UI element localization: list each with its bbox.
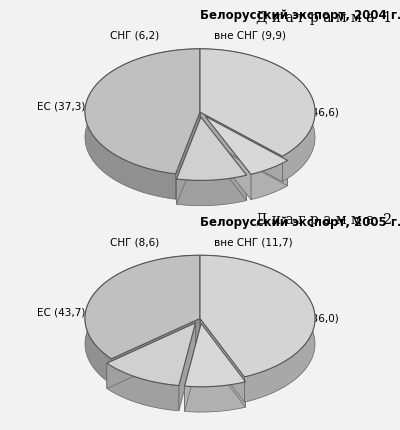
Polygon shape xyxy=(205,116,288,174)
Text: вне СНГ (9,9): вне СНГ (9,9) xyxy=(214,31,286,41)
Polygon shape xyxy=(85,255,200,384)
Polygon shape xyxy=(200,255,315,402)
Polygon shape xyxy=(184,382,246,412)
Text: Белорусский экспорт, 2004 г., %: Белорусский экспорт, 2004 г., % xyxy=(200,9,400,22)
Polygon shape xyxy=(200,49,315,156)
Text: СНГ (8,6): СНГ (8,6) xyxy=(110,237,160,247)
Polygon shape xyxy=(200,112,282,181)
Text: ЕС (37,3): ЕС (37,3) xyxy=(37,101,85,111)
Polygon shape xyxy=(251,160,288,200)
Polygon shape xyxy=(111,319,200,384)
Text: Д и а г р а м м а  2: Д и а г р а м м а 2 xyxy=(256,213,392,227)
Polygon shape xyxy=(200,319,244,402)
Polygon shape xyxy=(176,175,246,206)
Text: Россия (36,0): Россия (36,0) xyxy=(267,313,338,323)
Polygon shape xyxy=(85,49,200,174)
Polygon shape xyxy=(184,323,201,412)
Polygon shape xyxy=(85,255,200,359)
Text: вне СНГ (11,7): вне СНГ (11,7) xyxy=(214,237,292,247)
Text: Россия (46,6): Россия (46,6) xyxy=(267,107,338,117)
Polygon shape xyxy=(107,323,196,385)
Polygon shape xyxy=(107,363,179,411)
Polygon shape xyxy=(184,323,246,387)
Polygon shape xyxy=(201,323,246,407)
Polygon shape xyxy=(107,323,196,389)
Polygon shape xyxy=(205,116,288,186)
Polygon shape xyxy=(176,112,200,199)
Polygon shape xyxy=(200,49,315,181)
Polygon shape xyxy=(205,116,251,200)
Polygon shape xyxy=(176,117,201,204)
Text: Белорусский экспорт, 2005 г., %: Белорусский экспорт, 2005 г., % xyxy=(200,216,400,229)
Polygon shape xyxy=(176,117,246,180)
Polygon shape xyxy=(85,49,200,199)
Text: Д и а г р а м м а  1: Д и а г р а м м а 1 xyxy=(256,11,392,25)
Polygon shape xyxy=(200,255,315,377)
Text: ЕС (43,7): ЕС (43,7) xyxy=(37,308,85,318)
Polygon shape xyxy=(179,323,196,411)
Polygon shape xyxy=(201,117,246,200)
Text: СНГ (6,2): СНГ (6,2) xyxy=(110,31,160,41)
